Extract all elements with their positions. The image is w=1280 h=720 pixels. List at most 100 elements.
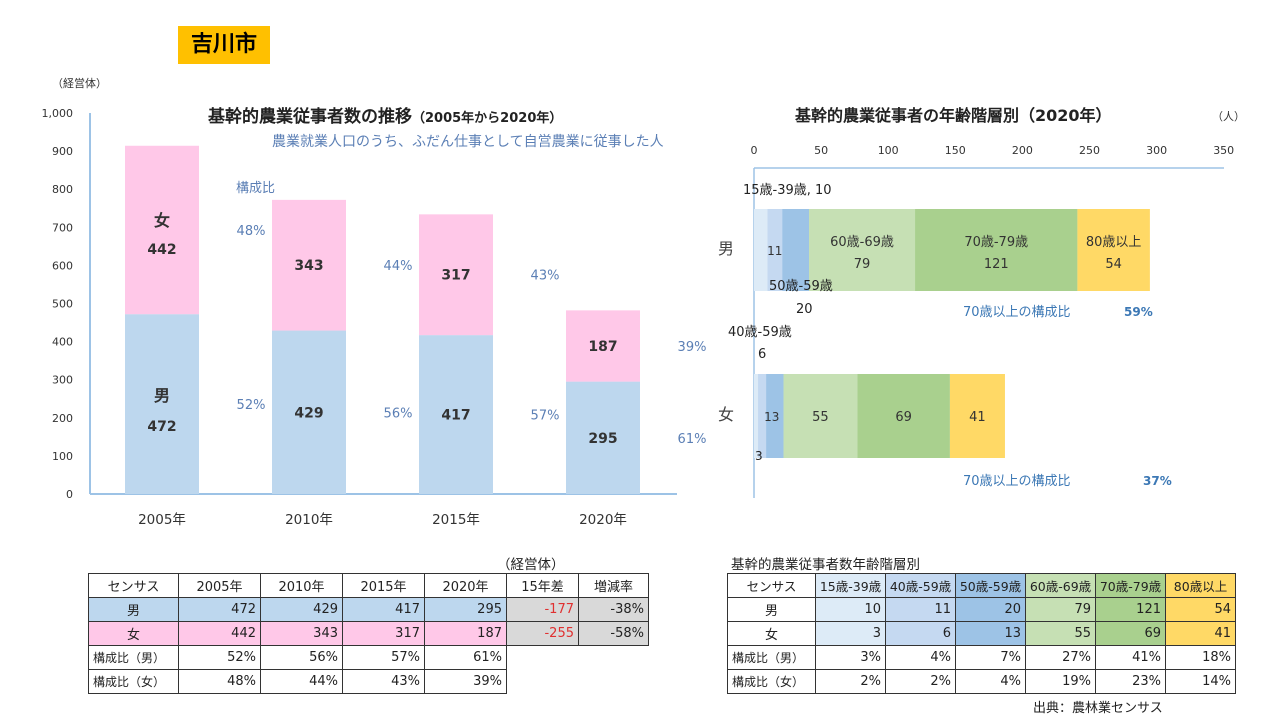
left-table-unit: （経営体） (497, 557, 565, 573)
male-ratio70-value: 59% (1124, 305, 1153, 319)
male-value-label: 429 (294, 405, 323, 421)
workers-trend-chart: （経営体） 基幹的農業従事者数の推移（2005年から2020年） 農業就業人口の… (42, 76, 707, 528)
bar-male (272, 330, 346, 494)
header-cell: 2010年 (260, 573, 343, 598)
segment-value-label: 121 (984, 257, 1009, 272)
table-cell: 41 (1165, 621, 1236, 646)
table-cell: 14% (1165, 669, 1236, 694)
header-cell: 2015年 (342, 573, 425, 598)
female-value-label: 187 (588, 339, 617, 355)
female-ratio70-value: 37% (1143, 474, 1172, 488)
table-cell: 52% (178, 645, 261, 670)
x-tick-label: 2005年 (138, 512, 186, 528)
header-cell: 増減率 (578, 573, 649, 598)
blank-cell (579, 646, 649, 670)
bar-female (125, 145, 199, 315)
table-cell: 2% (885, 669, 956, 694)
x-tick-label: 100 (878, 144, 899, 157)
row-label: 女 (88, 621, 179, 646)
table-cell: 295 (424, 597, 507, 622)
rate-cell: -58% (578, 621, 649, 646)
table-cell: 121 (1095, 597, 1166, 622)
y-tick-label: 400 (52, 336, 73, 349)
ratio-male-label: 56% (384, 406, 413, 421)
blank-cell (579, 670, 649, 694)
table-cell: 54 (1165, 597, 1236, 622)
bar-male (125, 314, 199, 494)
ratio-male-label: 61% (678, 432, 707, 447)
row-label: 構成比（女） (727, 669, 816, 694)
table-cell: 472 (178, 597, 261, 622)
header-cell: 2020年 (424, 573, 507, 598)
bar-female (272, 199, 346, 331)
female-value-label: 343 (294, 258, 323, 274)
header-cell: 50歳-59歳 (955, 573, 1026, 598)
table-cell: 57% (342, 645, 425, 670)
row-label-female: 女 (718, 405, 734, 424)
left-title-sub: （2005年から2020年） (412, 110, 562, 126)
x-tick-label: 350 (1213, 144, 1234, 157)
x-tick-label: 200 (1012, 144, 1033, 157)
census-trend-table: センサス 2005年 2010年 2015年 2020年 15年差 増減率 男 … (88, 573, 649, 694)
header-cell: センサス (727, 573, 816, 598)
table-row: 男 472 429 417 295 -177 -38% (88, 597, 649, 622)
segment-category-label: 70歳-79歳 (964, 235, 1028, 250)
bar-male (419, 335, 493, 494)
female-value-label: 317 (441, 268, 470, 284)
bar-female (566, 310, 640, 382)
female-ratio70-label: 70歳以上の構成比 (963, 474, 1071, 489)
table-cell: 13 (955, 621, 1026, 646)
segment-value-label: 41 (969, 410, 986, 425)
header-cell: センサス (88, 573, 179, 598)
table-cell: 39% (424, 669, 507, 694)
row-label: 構成比（女） (88, 669, 179, 694)
segment-value-label: 69 (895, 410, 912, 425)
segment-category-label: 60歳-69歳 (830, 235, 894, 250)
segment-value-label: 54 (1105, 257, 1122, 272)
left-subtitle: 農業就業人口のうち、ふだん仕事として自営農業に従事した人 (272, 134, 664, 150)
blank-cell (507, 670, 579, 694)
female-label: 女 (154, 211, 170, 230)
table-row: 構成比（女） 2% 2% 4% 19% 23% 14% (727, 669, 1236, 694)
x-tick-label: 250 (1079, 144, 1100, 157)
age-bar-segment (1077, 209, 1150, 291)
age-bar-segment (857, 374, 950, 458)
table-cell: 3% (815, 645, 886, 670)
segment-value-label: 11 (767, 244, 782, 258)
y-tick-label: 1,000 (42, 107, 74, 120)
table-cell: 61% (424, 645, 507, 670)
table-cell: 44% (260, 669, 343, 694)
row-label: 構成比（男） (88, 645, 179, 670)
table-cell: 55 (1025, 621, 1096, 646)
age-bar-segment (754, 374, 759, 458)
table-cell: 4% (955, 669, 1026, 694)
y-tick-label: 700 (52, 221, 73, 234)
table-cell: 3 (815, 621, 886, 646)
segment-value-label: 55 (812, 410, 829, 425)
age-bar-segment (783, 374, 858, 458)
bar-male (566, 381, 640, 494)
table-row: 構成比（女） 48% 44% 43% 39% (88, 669, 649, 694)
table-cell: 317 (342, 621, 425, 646)
table-cell: 27% (1025, 645, 1096, 670)
table-cell: 7% (955, 645, 1026, 670)
age-bar-segment (767, 209, 783, 291)
y-tick-label: 800 (52, 183, 73, 196)
table-cell: 79 (1025, 597, 1096, 622)
table-cell: 19% (1025, 669, 1096, 694)
ratio-female-label: 48% (237, 224, 266, 239)
table-cell: 56% (260, 645, 343, 670)
male-value-label: 295 (588, 431, 617, 447)
callout-female-40-59-label: 40歳-59歳 (728, 325, 792, 340)
right-unit: （人） (1212, 110, 1245, 123)
ratio-female-label: 39% (678, 340, 707, 355)
age-group-chart: 基幹的農業従事者の年齢階層別（2020年） （人） 0 50 100 150 200 25… (718, 106, 1245, 498)
left-title: 基幹的農業従事者数の推移（2005年から2020年） (207, 106, 562, 127)
table-cell: 10 (815, 597, 886, 622)
right-title: 基幹的農業従事者の年齢階層別（2020年） (794, 106, 1112, 125)
table-cell: 2% (815, 669, 886, 694)
ratio-female-label: 44% (384, 259, 413, 274)
y-tick-label: 600 (52, 259, 73, 272)
age-group-table: センサス 15歳-39歳 40歳-59歳 50歳-59歳 60歳-69歳 70歳… (727, 573, 1236, 694)
rate-cell: -38% (578, 597, 649, 622)
